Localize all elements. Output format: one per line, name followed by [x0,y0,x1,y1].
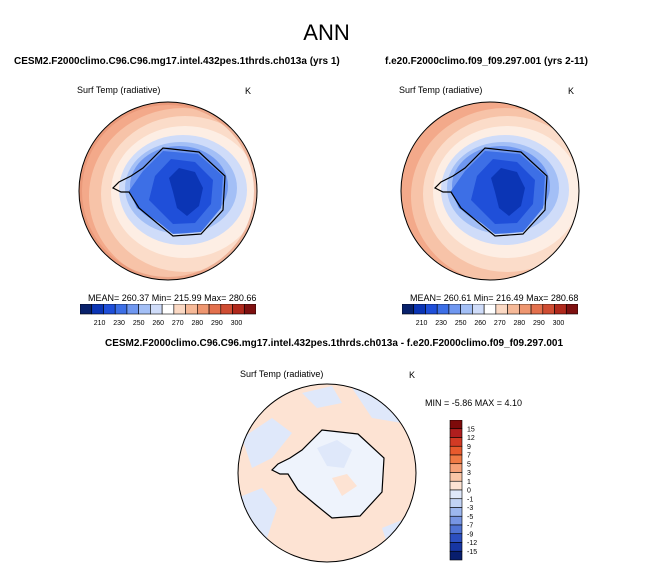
colorbar-swatch [449,420,463,430]
colorbar-tick-label: -15 [467,549,477,556]
colorbar-tick-label: 260 [474,320,486,327]
colorbar-swatch [243,304,256,315]
panel-2-colorbar: 210 230 250 260 270 280 290 300 [402,304,578,327]
panel-2-stats: MEAN= 260.61 Min= 216.49 Max= 280.68 [410,293,579,303]
panel-3-colorbar: 15 12 9 75 3 1 0-1 -3 -5 -7-9 -12 -15 [449,420,477,561]
colorbar-swatch [402,304,415,315]
colorbar-tick-label: 270 [494,320,506,327]
colorbar-swatch [449,428,463,438]
colorbar-swatch [565,304,578,315]
colorbar-tick-label: 270 [172,320,184,327]
panel-2-title: f.e20.F2000climo.f09_f09.297.001 (yrs 2-… [385,56,588,67]
colorbar-swatch [208,304,222,315]
colorbar-tick-label: 1 [467,479,471,486]
colorbar-tick-label: 290 [533,320,545,327]
panel-3-variable-label: Surf Temp (radiative) [240,369,324,379]
colorbar-swatch [161,304,175,315]
colorbar-swatch [449,507,463,517]
colorbar-swatch [91,304,104,315]
colorbar-tick-label: 15 [467,426,475,433]
colorbar-tick-label: 280 [191,320,203,327]
colorbar-swatch [448,304,461,315]
colorbar-tick-label: 210 [416,320,428,327]
colorbar-swatch [197,304,210,315]
panel-1-colorbar: 210 230 250 260 270 280 290 300 [80,304,256,327]
colorbar-tick-label: 260 [152,320,164,327]
colorbar-tick-label: -12 [467,540,477,547]
colorbar-swatch [103,304,116,315]
panel-3-map [237,383,417,563]
colorbar-swatch [449,445,463,456]
colorbar-tick-label: 12 [467,435,475,442]
colorbar-swatch [449,489,463,500]
colorbar-swatch [449,463,463,473]
colorbar-swatch [554,304,567,315]
colorbar-tick-label: 7 [467,453,471,460]
colorbar-tick-label: 0 [467,488,471,495]
colorbar-swatch [449,515,463,526]
colorbar-tick-label: 9 [467,444,471,451]
colorbar-swatch [449,480,463,491]
colorbar-swatch [449,472,463,482]
colorbar-swatch [126,304,139,315]
panel-1-variable-label: Surf Temp (radiative) [77,85,161,95]
colorbar-tick-label: 3 [467,470,471,477]
panel-2-map [400,101,580,281]
panel-1-map [78,101,258,281]
colorbar-tick-label: 250 [133,320,145,327]
panel-2-variable-label: Surf Temp (radiative) [399,85,483,95]
panel-1-units: K [245,86,252,96]
panel-3-title: CESM2.F2000climo.C96.C96.mg17.intel.432p… [105,338,564,349]
colorbar-swatch [449,498,463,508]
colorbar-swatch [542,304,555,315]
colorbar-swatch [449,533,463,543]
colorbar-tick-label: 210 [94,320,106,327]
panel-2-units: K [568,86,575,96]
panel-1-title: CESM2.F2000climo.C96.C96.mg17.intel.432p… [14,56,340,67]
figure-title: ANN [303,20,350,45]
colorbar-swatch [519,304,532,315]
colorbar-swatch [114,304,128,315]
colorbar-swatch [495,304,508,315]
colorbar-swatch [449,550,463,561]
colorbar-swatch [449,437,463,447]
panel-3-units: K [409,370,416,380]
colorbar-tick-label: 300 [231,320,243,327]
colorbar-tick-label: 300 [553,320,565,327]
colorbar-swatch [232,304,245,315]
colorbar-tick-label: -9 [467,531,473,538]
colorbar-swatch [138,304,151,315]
colorbar-tick-label: -7 [467,523,473,530]
colorbar-tick-label: 280 [513,320,525,327]
colorbar-tick-label: -3 [467,505,473,512]
colorbar-tick-label: 230 [435,320,447,327]
panel-1-stats: MEAN= 260.37 Min= 215.99 Max= 280.66 [88,293,257,303]
colorbar-swatch [413,304,426,315]
colorbar-swatch [449,542,463,552]
colorbar-swatch [150,304,163,315]
colorbar-swatch [472,304,485,315]
colorbar-tick-label: -1 [467,496,473,503]
panel-3-stats: MIN = -5.86 MAX = 4.10 [425,398,523,408]
colorbar-swatch [507,304,520,315]
colorbar-tick-label: 5 [467,461,471,468]
colorbar-tick-label: 290 [211,320,223,327]
colorbar-tick-label: 250 [455,320,467,327]
colorbar-swatch [530,304,544,315]
colorbar-swatch [483,304,497,315]
colorbar-swatch [220,304,233,315]
colorbar-tick-label: 230 [113,320,125,327]
colorbar-swatch [80,304,93,315]
colorbar-swatch [436,304,450,315]
colorbar-swatch [460,304,473,315]
colorbar-swatch [425,304,438,315]
colorbar-swatch [449,454,463,465]
colorbar-swatch [185,304,198,315]
colorbar-tick-label: -5 [467,514,473,521]
colorbar-swatch [173,304,186,315]
colorbar-swatch [449,524,463,535]
